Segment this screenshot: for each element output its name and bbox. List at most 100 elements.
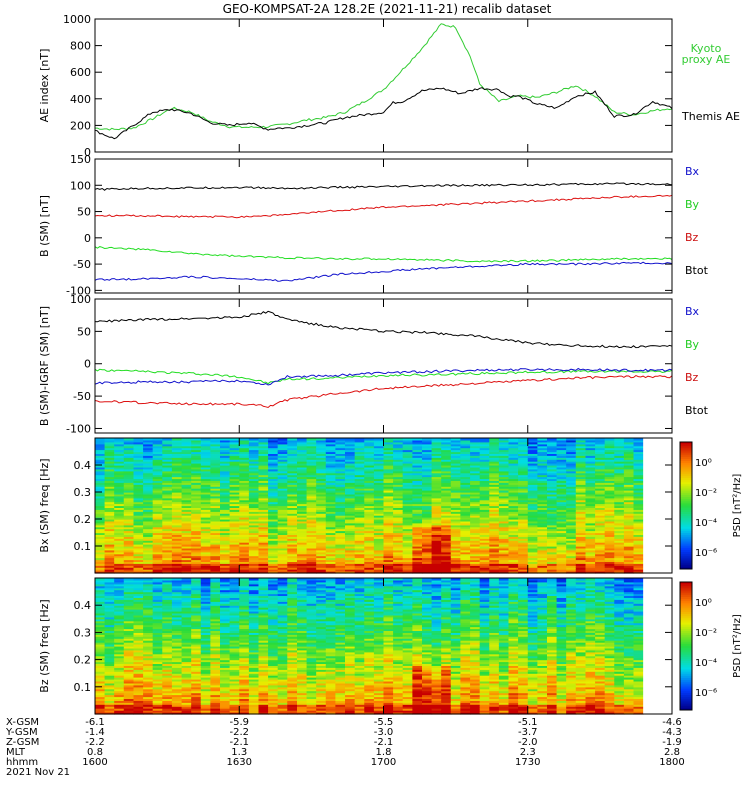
heatmap-cell	[229, 461, 240, 464]
heatmap-cell	[95, 493, 106, 497]
heatmap-cell	[133, 630, 144, 633]
heatmap-cell	[623, 472, 635, 476]
heatmap-cell	[537, 559, 548, 562]
heatmap-cell	[287, 515, 298, 518]
heatmap-cell	[441, 468, 452, 472]
heatmap-cell	[575, 517, 586, 520]
heatmap-cell	[248, 463, 260, 466]
heatmap-cell	[470, 569, 481, 572]
heatmap-cell	[354, 569, 365, 572]
series-line-bz	[94, 194, 673, 219]
heatmap-cell	[200, 532, 211, 535]
heatmap-cell	[133, 644, 144, 647]
heatmap-cell	[191, 567, 202, 570]
heatmap-cell	[345, 557, 356, 561]
heatmap-cell	[220, 517, 231, 520]
heatmap-cell	[633, 530, 644, 534]
heatmap-cell	[460, 509, 471, 512]
heatmap-cell	[133, 519, 144, 522]
colorbar-cell	[680, 446, 692, 449]
heatmap-cell	[604, 484, 615, 487]
heatmap-cell	[316, 476, 327, 480]
heatmap-cell	[441, 443, 452, 447]
heatmap-cell	[133, 700, 144, 703]
heatmap-cell	[527, 459, 538, 462]
heatmap-cell	[460, 536, 471, 539]
heatmap-cell	[412, 438, 423, 441]
heatmap-cell	[364, 457, 375, 460]
heatmap-cell	[614, 447, 625, 451]
heatmap-cell	[114, 682, 125, 686]
heatmap-cell	[325, 546, 336, 549]
heatmap-cell	[114, 445, 125, 449]
heatmap-cell	[604, 513, 615, 516]
heatmap-cell	[95, 613, 106, 616]
heatmap-cell	[479, 542, 490, 545]
heatmap-cell	[373, 488, 385, 491]
heatmap-cell	[143, 698, 154, 701]
heatmap-cell	[460, 478, 471, 481]
heatmap-cell	[547, 493, 558, 497]
heatmap-cell	[527, 441, 538, 445]
heatmap-cell	[537, 547, 548, 551]
heatmap-cell	[191, 605, 202, 608]
heatmap-cell	[268, 449, 279, 453]
heatmap-cell	[373, 530, 385, 534]
heatmap-cell	[364, 438, 375, 441]
heatmap-cell	[104, 441, 115, 445]
heatmap-cell	[297, 522, 308, 526]
heatmap-cell	[431, 563, 442, 566]
heatmap-cell	[114, 581, 125, 585]
heatmap-cell	[585, 480, 596, 483]
heatmap-cell	[604, 497, 615, 501]
heatmap-cell	[210, 503, 221, 507]
heatmap-cell	[373, 549, 385, 553]
heatmap-cell	[547, 517, 558, 520]
heatmap-cell	[143, 661, 154, 664]
heatmap-cell	[133, 657, 144, 661]
heatmap-cell	[171, 634, 183, 637]
heatmap-cell	[133, 571, 144, 574]
heatmap-cell	[633, 546, 644, 549]
heatmap-cell	[287, 520, 298, 524]
colorbar-cell	[680, 560, 692, 564]
heatmap-cell	[162, 599, 173, 602]
heatmap-cell	[123, 443, 134, 447]
heatmap-cell	[422, 455, 433, 458]
heatmap-cell	[441, 451, 452, 454]
heatmap-cell	[623, 443, 635, 447]
heatmap-cell	[104, 547, 115, 551]
heatmap-cell	[239, 567, 250, 570]
heatmap-cell	[498, 445, 510, 449]
heatmap-cell	[479, 482, 490, 485]
heatmap-cell	[614, 451, 625, 454]
heatmap-cell	[345, 565, 356, 568]
heatmap-cell	[566, 503, 577, 507]
heatmap-cell	[527, 495, 538, 499]
heatmap-cell	[498, 441, 510, 445]
heatmap-cell	[123, 478, 134, 481]
heatmap-cell	[114, 688, 125, 692]
heatmap-cell	[633, 542, 644, 545]
heatmap-cell	[143, 538, 154, 541]
heatmap-cell	[450, 501, 461, 505]
heatmap-cell	[152, 551, 163, 555]
heatmap-cell	[364, 443, 375, 447]
heatmap-cell	[220, 507, 231, 510]
heatmap-cell	[354, 534, 365, 537]
heatmap-cell	[450, 526, 461, 530]
heatmap-cell	[383, 569, 394, 572]
heatmap-cell	[383, 495, 394, 499]
heatmap-cell	[595, 528, 606, 532]
heatmap-cell	[297, 563, 308, 566]
heatmap-cell	[547, 563, 558, 566]
heatmap-cell	[575, 482, 586, 485]
heatmap-cell	[114, 653, 125, 657]
heatmap-cell	[268, 474, 279, 478]
heatmap-cell	[325, 571, 336, 574]
heatmap-cell	[479, 468, 490, 472]
heatmap-cell	[171, 526, 183, 530]
heatmap-cell	[556, 563, 567, 566]
heatmap-cell	[104, 482, 115, 485]
heatmap-cell	[604, 478, 615, 481]
